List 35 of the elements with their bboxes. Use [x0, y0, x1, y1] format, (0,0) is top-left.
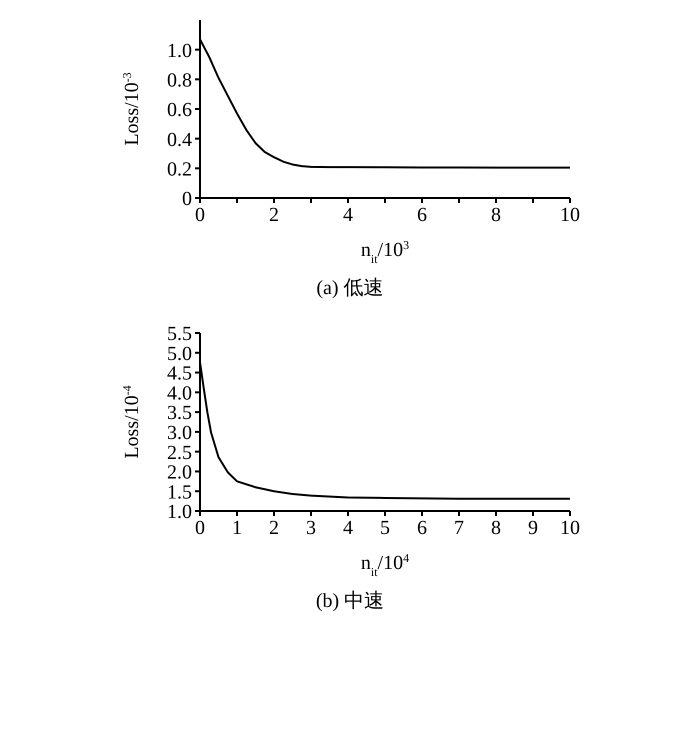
- y-tick-label: 0: [182, 188, 192, 210]
- x-tick-label: 1: [232, 517, 242, 540]
- text: 1.0: [167, 40, 192, 62]
- x-tick-label: 5: [380, 517, 390, 540]
- y-tick-label: 4.5: [167, 362, 192, 385]
- x-tick-label: 3: [306, 517, 316, 540]
- x-tick-label: 8: [491, 204, 501, 226]
- y-tick-label: 0.4: [167, 128, 192, 151]
- x-tick-label: 8: [491, 517, 501, 540]
- text: 3.0: [167, 422, 192, 444]
- y-tick-label: 0.8: [167, 69, 192, 92]
- x-tick-label: 10: [560, 517, 580, 540]
- text: 5.0: [167, 342, 192, 365]
- x-tick-label: 4: [343, 204, 353, 226]
- x-axis-title: n$_{it}$/10$^{4}$: [360, 551, 410, 579]
- x-tick-label: 6: [417, 204, 427, 226]
- text: 2.0: [167, 462, 192, 484]
- text: (a) 低速: [315, 276, 385, 301]
- x-tick-label: 10: [560, 204, 580, 226]
- y-tick-label: 3.5: [167, 402, 192, 424]
- y-tick-label: 5.5: [167, 323, 192, 346]
- x-tick-label: 2: [269, 517, 279, 540]
- x-tick-label: 6: [417, 517, 427, 540]
- y-tick-label: 0.2: [167, 158, 192, 180]
- y-tick-label: 1.5: [167, 481, 192, 504]
- x-tick-label: 4: [343, 517, 353, 540]
- x-tick-label: 7: [454, 517, 464, 540]
- y-tick-label: 0.6: [167, 99, 192, 122]
- text: 4.0: [167, 382, 192, 404]
- x-tick-label: 9: [528, 517, 538, 540]
- text: (b) 中速: [314, 589, 386, 614]
- x-axis-title: n$_{it}$/10$^{3}$: [360, 238, 410, 266]
- y-tick-label: 2.5: [167, 442, 192, 464]
- text: 1.0: [167, 501, 192, 524]
- x-tick-label: 2: [269, 204, 279, 226]
